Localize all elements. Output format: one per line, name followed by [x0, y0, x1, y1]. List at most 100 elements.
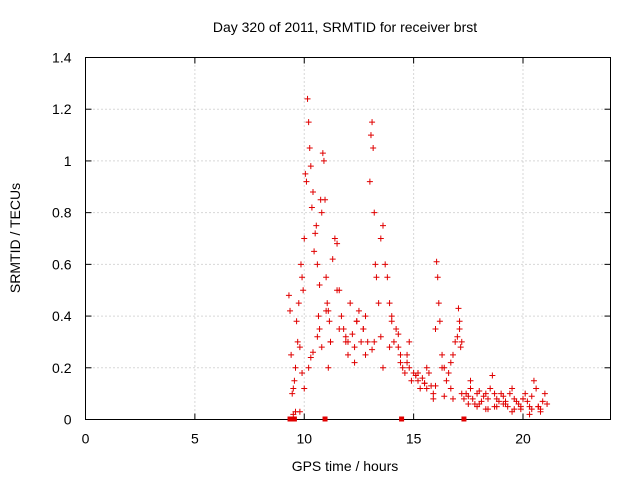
chart-title: Day 320 of 2011, SRMTID for receiver brs…: [213, 19, 477, 35]
data-point: [342, 333, 349, 340]
data-point: [528, 393, 535, 400]
data-point: [297, 261, 304, 268]
data-point: [443, 377, 450, 384]
data-point: [452, 338, 459, 345]
data-point: [316, 282, 323, 289]
grid: [85, 57, 611, 420]
data-point: [395, 344, 402, 351]
data-point: [338, 313, 345, 320]
data-point: [369, 119, 376, 126]
data-point: [307, 354, 314, 361]
data-point: [303, 178, 310, 185]
data-point: [320, 157, 327, 164]
data-point: [412, 372, 419, 379]
data-point: [290, 385, 297, 392]
data-point: [334, 287, 341, 294]
data-point: [322, 196, 329, 203]
data-point: [408, 377, 415, 384]
y-tick-label: 1.4: [52, 50, 72, 66]
data-point: [482, 390, 489, 397]
data-point: [324, 300, 331, 307]
data-point: [371, 338, 378, 345]
data-point: [506, 390, 513, 397]
x-tick-label: 5: [191, 431, 199, 447]
data-point: [296, 408, 303, 415]
data-point: [522, 390, 529, 397]
data-point: [373, 274, 380, 281]
data-point: [318, 209, 325, 216]
data-point: [393, 326, 400, 332]
data-point: [441, 393, 448, 400]
x-tick-label: 15: [406, 431, 422, 447]
data-point: [397, 359, 404, 366]
data-point: [419, 375, 426, 382]
data-point: [304, 95, 311, 102]
data-point: [362, 351, 369, 358]
data-point: [327, 338, 334, 345]
data-point: [504, 403, 511, 410]
data-point: [474, 403, 481, 410]
y-tick-label: 0.4: [52, 308, 72, 324]
data-point: [495, 398, 502, 405]
data-point: [307, 163, 314, 170]
y-tick-label: 0.8: [52, 205, 72, 221]
plot-frame: [85, 57, 611, 420]
y-tick-label: 1: [64, 153, 72, 169]
data-point: [319, 150, 326, 157]
data-point: [334, 240, 341, 247]
data-point: [326, 318, 333, 325]
x-axis-label: GPS time / hours: [292, 458, 399, 474]
data-point: [367, 132, 374, 139]
data-point: [401, 369, 408, 376]
data-point: [445, 369, 452, 376]
data-point: [306, 145, 313, 151]
data-point: [310, 349, 316, 356]
data-point: [380, 364, 386, 371]
data-point: [371, 209, 378, 216]
data-point: [299, 369, 306, 376]
data-point: [399, 364, 406, 371]
data-point: [287, 307, 294, 314]
data-point: [377, 333, 384, 340]
data-point: [311, 248, 318, 255]
data-point: [325, 364, 332, 371]
y-tick-label: 0: [64, 412, 72, 428]
data-point: [544, 400, 551, 407]
data-point: [500, 393, 507, 400]
data-point: [487, 385, 494, 392]
data-point: [425, 369, 432, 376]
data-point: [377, 235, 384, 242]
data-point: [375, 300, 382, 307]
data-point: [323, 307, 330, 314]
data-point: [294, 338, 301, 345]
data-point: [404, 351, 411, 358]
y-tick-label: 0.2: [52, 360, 72, 376]
data-point: [433, 258, 440, 265]
data-point: [450, 351, 456, 358]
data-point: [406, 338, 413, 345]
data-point: [349, 331, 356, 338]
data-point: [533, 385, 540, 392]
data-point: [290, 411, 297, 418]
data-point: [369, 346, 376, 353]
data-points: [285, 95, 551, 418]
data-point: [388, 313, 395, 320]
data-point: [384, 274, 391, 281]
data-point: [372, 261, 379, 268]
data-point: [450, 395, 456, 402]
data-point: [435, 300, 442, 307]
data-point: [537, 408, 544, 415]
data-point: [308, 204, 315, 211]
data-point: [491, 390, 498, 397]
y-axis-label: SRMTID / TECUs: [7, 183, 23, 293]
data-point: [299, 274, 306, 281]
data-point: [469, 395, 476, 402]
data-point: [300, 287, 307, 294]
data-point: [397, 351, 404, 358]
data-point: [314, 333, 321, 340]
data-point: [395, 331, 402, 338]
data-point: [313, 222, 320, 229]
data-point: [364, 338, 371, 345]
data-point: [366, 178, 373, 185]
data-point: [285, 292, 292, 299]
